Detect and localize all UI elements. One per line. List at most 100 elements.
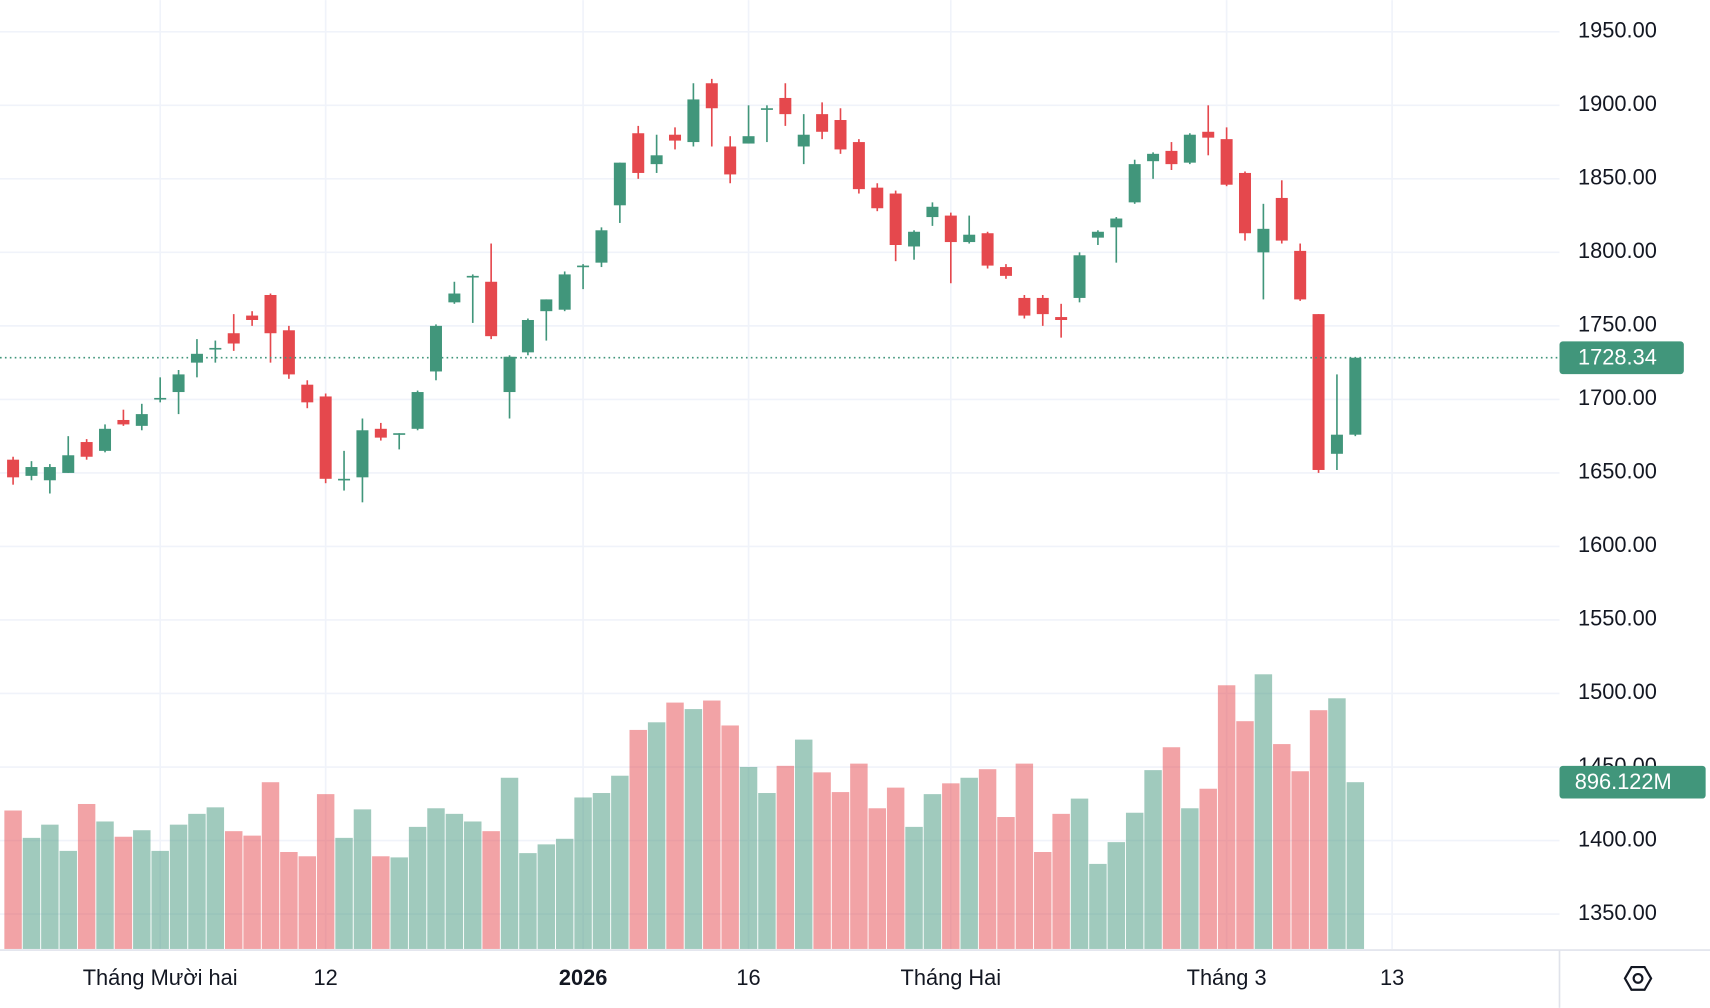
candle-body: [319, 396, 332, 479]
settings-icon-center[interactable]: [1632, 972, 1644, 984]
candle-body: [301, 384, 314, 403]
volume-bar: [592, 793, 611, 949]
volume-bar: [280, 852, 298, 949]
x-tick-label: Tháng Mười hai: [83, 965, 238, 990]
candle-body: [889, 193, 902, 246]
volume-bar: [1070, 798, 1089, 949]
candle-body: [80, 442, 93, 457]
volume-bar: [206, 807, 225, 949]
candle-body: [632, 133, 645, 173]
volume-bar: [96, 821, 114, 949]
volume-bar: [390, 857, 408, 949]
candle-body: [834, 120, 847, 150]
candle-body: [1110, 218, 1123, 228]
volume-bar: [482, 831, 500, 949]
volume-bar: [519, 853, 537, 949]
candle-body: [669, 134, 682, 141]
candle-body: [650, 155, 663, 165]
candle-body: [374, 428, 387, 438]
volume-bar: [372, 856, 390, 949]
candle-body: [797, 134, 810, 147]
volume-bar: [151, 850, 169, 949]
volume-bar: [923, 794, 942, 949]
volume-bar: [629, 729, 647, 949]
volume-bar: [316, 794, 335, 949]
volume-bar: [997, 817, 1015, 949]
candle-body: [577, 265, 590, 268]
volume-bar: [1125, 812, 1144, 949]
candle-body: [448, 293, 461, 303]
volume-bar: [500, 777, 519, 949]
volume-bar: [22, 837, 41, 949]
last-price-box: [1559, 341, 1684, 375]
candle-body: [540, 299, 553, 312]
candle-body: [172, 374, 185, 393]
candle-body: [963, 234, 976, 243]
candle-body: [264, 294, 277, 334]
candle-body: [1220, 139, 1233, 185]
volume-bar: [1309, 710, 1328, 949]
candle-body: [227, 333, 240, 344]
settings-icon[interactable]: [1623, 965, 1653, 991]
candle-body: [1330, 434, 1343, 454]
candle-body: [246, 315, 259, 320]
candle-body: [62, 455, 75, 473]
candle-body: [724, 146, 737, 175]
candle-body: [1183, 134, 1196, 163]
x-tick-label: 2026: [559, 965, 608, 990]
candle-body: [1294, 250, 1307, 300]
volume-bar: [758, 793, 776, 949]
volume-bar: [133, 830, 151, 949]
volume-bar: [225, 831, 243, 949]
candle-body: [687, 99, 700, 143]
last-volume-label: 896.122M: [1575, 769, 1672, 794]
x-tick-label: 16: [736, 965, 760, 990]
x-tick-label: Tháng Hai: [901, 965, 1002, 990]
candle-body: [871, 187, 884, 209]
candle-body: [393, 433, 406, 435]
volume-bar: [1181, 808, 1199, 949]
y-tick-label: 1600.00: [1578, 532, 1657, 557]
volume-bar: [831, 792, 850, 949]
volume-bar: [850, 763, 868, 949]
volume-bar: [188, 813, 206, 949]
volume-bar: [1034, 852, 1052, 949]
volume-bar: [1291, 771, 1309, 949]
volume-bar: [41, 824, 59, 949]
candle-body: [1349, 357, 1362, 435]
y-tick-label: 1700.00: [1578, 385, 1657, 410]
y-tick-label: 1750.00: [1578, 312, 1657, 337]
candle-body: [1055, 317, 1068, 320]
candle-body: [908, 231, 921, 247]
volume-bar: [1346, 782, 1365, 949]
volume-bar: [408, 826, 427, 949]
volume-bar: [905, 826, 923, 949]
axes: 1950.00 1900.00 1850.00 1800.00 1750.00 1700.…: [83, 18, 1706, 990]
settings-button[interactable]: [1623, 965, 1653, 991]
candle-body: [503, 356, 516, 393]
candle-body: [135, 414, 148, 426]
volume-bar: [886, 787, 905, 949]
volume-bar: [960, 777, 978, 949]
volume-bar: [611, 775, 629, 949]
x-tick-label: 12: [314, 965, 338, 990]
candle-body: [282, 330, 295, 375]
candle-body: [705, 83, 718, 109]
volume-bar: [537, 844, 556, 949]
candle-body: [613, 162, 626, 206]
candle-body: [7, 459, 20, 478]
volume-bar: [243, 835, 261, 949]
volume-bar: [353, 809, 372, 949]
x-tick-label: 13: [1380, 965, 1404, 990]
volume-bar: [721, 725, 739, 949]
volume-bar: [169, 824, 188, 949]
candle-body: [521, 319, 534, 353]
candle-body: [1257, 228, 1270, 253]
candle-body: [356, 430, 369, 478]
candle-body: [466, 275, 479, 278]
y-tick-label: 1550.00: [1578, 606, 1657, 631]
candle-body: [1128, 164, 1141, 203]
candle-body: [779, 97, 792, 115]
